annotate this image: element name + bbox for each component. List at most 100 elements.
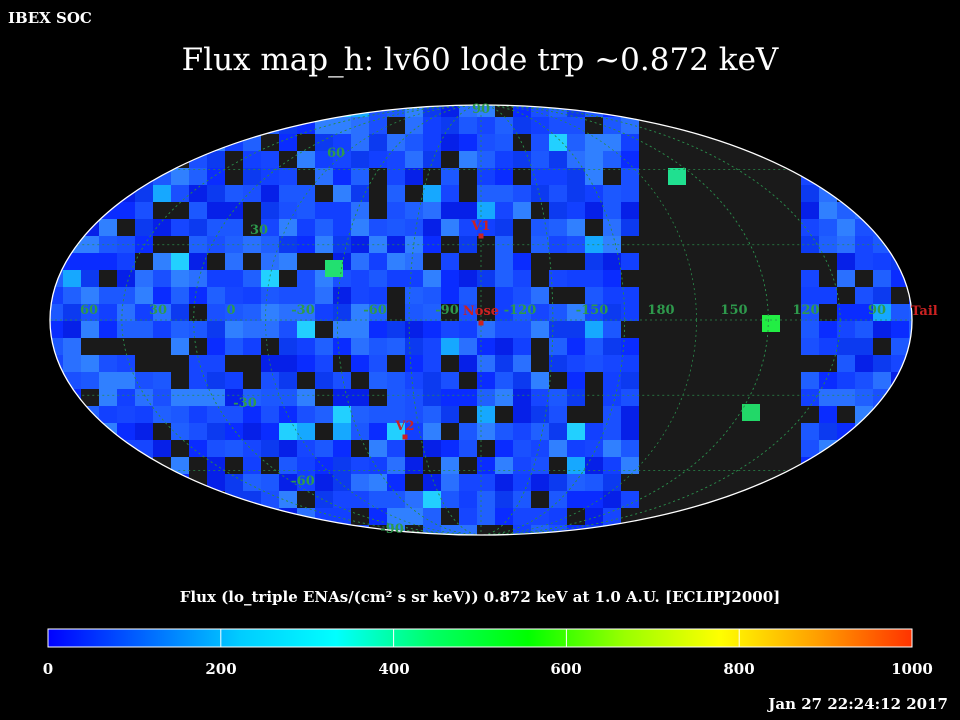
flux-cell	[243, 304, 261, 321]
flux-cell	[693, 355, 711, 372]
flux-cell	[783, 440, 801, 457]
marker-dot	[402, 434, 408, 440]
flux-cell	[153, 117, 171, 134]
flux-cell	[567, 423, 585, 440]
flux-cell	[225, 253, 243, 270]
flux-cell	[477, 508, 495, 525]
flux-cell	[801, 185, 819, 202]
flux-cell	[405, 457, 423, 474]
flux-cell	[855, 508, 873, 525]
flux-cell	[621, 321, 639, 338]
flux-cell	[423, 105, 441, 117]
flux-cell	[135, 321, 153, 338]
flux-cell	[801, 491, 819, 508]
latitude-label: 60	[327, 146, 345, 161]
flux-cell	[585, 508, 603, 525]
latitude-label: -30	[233, 396, 257, 411]
flux-cell	[711, 236, 729, 253]
flux-cell	[585, 457, 603, 474]
flux-cell	[603, 355, 621, 372]
flux-cell	[567, 321, 585, 338]
flux-cell	[297, 389, 315, 406]
flux-cell	[495, 134, 513, 151]
flux-cell	[855, 321, 873, 338]
flux-cell	[225, 372, 243, 389]
flux-cell	[189, 253, 207, 270]
flux-cell	[693, 372, 711, 389]
flux-cell	[117, 321, 135, 338]
flux-cell	[153, 457, 171, 474]
flux-cell	[189, 185, 207, 202]
flux-cell	[225, 338, 243, 355]
flux-cell	[549, 253, 567, 270]
flux-cell	[711, 457, 729, 474]
flux-cell	[243, 321, 261, 338]
flux-cell	[585, 151, 603, 168]
longitude-label: 180	[647, 303, 674, 318]
flux-cell	[63, 117, 81, 134]
flux-cell	[909, 355, 912, 372]
flux-cell	[729, 423, 747, 440]
flux-cell	[459, 117, 477, 134]
flux-cell	[837, 372, 855, 389]
flux-cell	[333, 338, 351, 355]
flux-cell	[765, 491, 783, 508]
flux-cell	[603, 406, 621, 423]
flux-cell	[531, 440, 549, 457]
flux-cell	[855, 457, 873, 474]
flux-cell	[495, 423, 513, 440]
flux-cell	[603, 474, 621, 491]
flux-cell	[837, 457, 855, 474]
flux-cell	[621, 355, 639, 372]
flux-cell	[837, 168, 855, 185]
flux-cell	[585, 440, 603, 457]
flux-cell	[495, 355, 513, 372]
flux-cell	[243, 287, 261, 304]
flux-cell	[333, 508, 351, 525]
flux-cell	[405, 270, 423, 287]
flux-cell	[423, 406, 441, 423]
flux-cell	[315, 105, 333, 117]
flux-cell	[459, 202, 477, 219]
flux-cell	[873, 355, 891, 372]
flux-cell	[873, 457, 891, 474]
flux-cell	[801, 338, 819, 355]
flux-cell	[459, 168, 477, 185]
flux-cell	[549, 457, 567, 474]
flux-cell	[459, 423, 477, 440]
flux-cell	[117, 525, 135, 535]
flux-cell	[315, 491, 333, 508]
flux-cell	[351, 270, 369, 287]
flux-cell	[819, 105, 837, 117]
flux-cell	[189, 202, 207, 219]
colorbar-tick-0: 0	[42, 660, 54, 678]
flux-cell	[423, 372, 441, 389]
flux-cell	[513, 134, 531, 151]
flux-cell	[711, 423, 729, 440]
flux-cell	[279, 440, 297, 457]
flux-cell	[153, 236, 171, 253]
flux-cell	[855, 338, 873, 355]
flux-cell	[477, 219, 495, 236]
flux-cell	[63, 304, 81, 321]
flux-cell	[207, 321, 225, 338]
flux-cell	[225, 355, 243, 372]
flux-cell	[99, 372, 117, 389]
flux-cell	[117, 372, 135, 389]
flux-cell	[603, 168, 621, 185]
flux-cell	[297, 440, 315, 457]
flux-cell	[729, 525, 747, 535]
flux-cell	[909, 202, 912, 219]
flux-cell	[801, 134, 819, 151]
flux-cell	[495, 372, 513, 389]
flux-cell	[639, 474, 657, 491]
flux-cell	[243, 117, 261, 134]
colorbar-label: Flux (lo_triple ENAs/(cm² s sr keV)) 0.8…	[179, 588, 781, 606]
flux-cell	[117, 474, 135, 491]
flux-cell	[891, 151, 909, 168]
flux-cell	[549, 372, 567, 389]
flux-cell	[765, 457, 783, 474]
flux-cell	[387, 355, 405, 372]
flux-cell	[153, 287, 171, 304]
